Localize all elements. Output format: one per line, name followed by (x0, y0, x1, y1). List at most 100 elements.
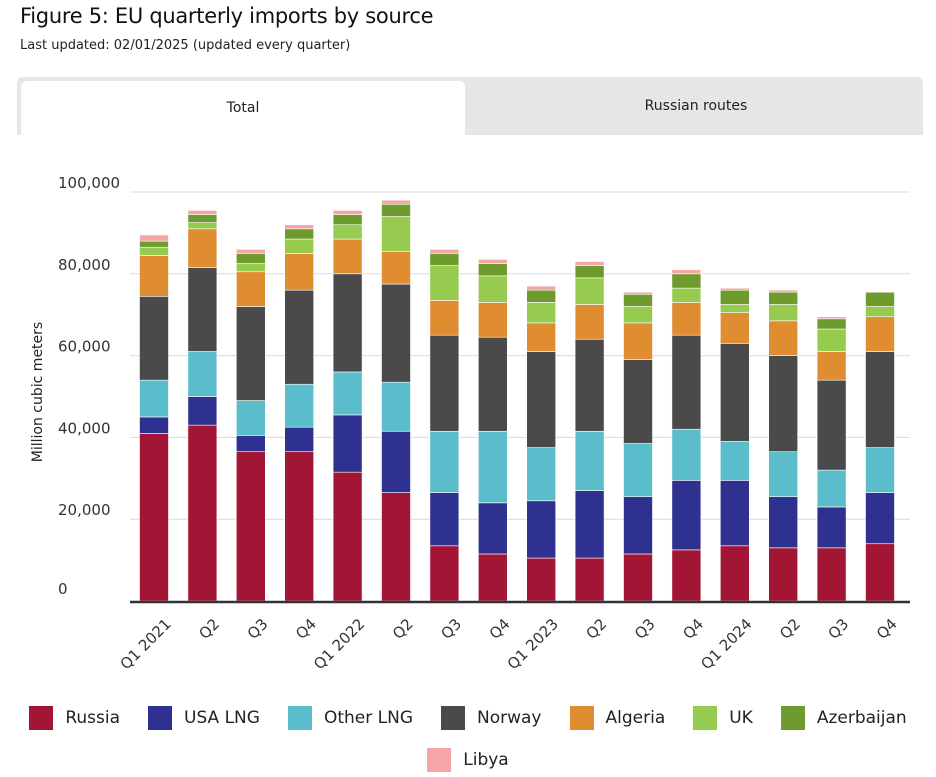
bar-segment-usa-lng[interactable] (332, 414, 363, 473)
bar-segment-russia[interactable] (671, 549, 702, 602)
bar-segment-norway[interactable] (236, 306, 266, 401)
bar-segment-other-lng[interactable] (381, 381, 411, 432)
legend-item-usa-lng[interactable]: USA LNG (148, 706, 260, 730)
bar-segment-other-lng[interactable] (768, 451, 799, 498)
bar-segment-usa-lng[interactable] (284, 426, 315, 453)
bar-segment-other-lng[interactable] (719, 441, 750, 481)
bar-segment-libya[interactable] (574, 261, 605, 266)
bar-segment-usa-lng[interactable] (671, 480, 702, 551)
bar-segment-usa-lng[interactable] (381, 430, 411, 493)
bar-segment-uk[interactable] (332, 224, 363, 240)
bar-segment-norway[interactable] (671, 334, 702, 430)
bar-segment-other-lng[interactable] (284, 383, 315, 428)
bar-segment-other-lng[interactable] (236, 400, 266, 436)
legend-item-libya[interactable]: Libya (427, 748, 509, 772)
bar-segment-algeria[interactable] (236, 271, 266, 307)
bar-segment-usa-lng[interactable] (526, 500, 557, 559)
bar-segment-usa-lng[interactable] (719, 480, 750, 547)
bar-segment-other-lng[interactable] (526, 447, 557, 502)
bar-segment-libya[interactable] (284, 224, 315, 230)
legend-item-other-lng[interactable]: Other LNG (287, 706, 413, 730)
bar-segment-azerbaijan[interactable] (623, 293, 653, 307)
bar-segment-uk[interactable] (623, 306, 653, 324)
bar-segment-azerbaijan[interactable] (574, 265, 605, 279)
bar-segment-norway[interactable] (187, 267, 218, 352)
bar-segment-libya[interactable] (623, 291, 653, 295)
bar-segment-norway[interactable] (768, 355, 799, 453)
bar-segment-usa-lng[interactable] (623, 496, 653, 555)
bar-segment-norway[interactable] (865, 351, 895, 448)
bar-segment-norway[interactable] (623, 359, 653, 444)
bar-segment-russia[interactable] (429, 545, 460, 602)
bar-segment-libya[interactable] (719, 287, 750, 291)
bar-segment-algeria[interactable] (865, 316, 895, 352)
bar-segment-other-lng[interactable] (477, 430, 508, 504)
bar-segment-libya[interactable] (429, 248, 460, 254)
bar-segment-azerbaijan[interactable] (477, 263, 508, 277)
bar-segment-norway[interactable] (816, 379, 847, 471)
bar-segment-other-lng[interactable] (623, 443, 653, 498)
legend-item-norway[interactable]: Norway (441, 706, 542, 730)
bar-segment-norway[interactable] (332, 273, 363, 373)
bar-segment-usa-lng[interactable] (768, 496, 799, 549)
bar-segment-other-lng[interactable] (187, 351, 218, 397)
bar-segment-uk[interactable] (381, 216, 411, 252)
bar-segment-azerbaijan[interactable] (816, 318, 847, 330)
bar-segment-norway[interactable] (719, 343, 750, 442)
bar-segment-algeria[interactable] (574, 304, 605, 340)
bar-segment-other-lng[interactable] (816, 469, 847, 508)
bar-segment-russia[interactable] (526, 557, 557, 602)
bar-segment-norway[interactable] (381, 283, 411, 383)
bar-segment-uk[interactable] (526, 302, 557, 324)
bar-segment-other-lng[interactable] (574, 430, 605, 491)
bar-segment-algeria[interactable] (768, 320, 799, 356)
bar-segment-uk[interactable] (236, 263, 266, 273)
bar-segment-norway[interactable] (429, 334, 460, 432)
bar-segment-usa-lng[interactable] (187, 396, 218, 426)
bar-segment-russia[interactable] (623, 553, 653, 602)
bar-segment-libya[interactable] (816, 316, 847, 320)
bar-segment-algeria[interactable] (623, 322, 653, 360)
bar-segment-uk[interactable] (187, 222, 218, 230)
bar-segment-algeria[interactable] (429, 300, 460, 336)
bar-segment-libya[interactable] (381, 199, 411, 205)
bar-segment-uk[interactable] (284, 238, 315, 254)
bar-segment-azerbaijan[interactable] (236, 253, 266, 264)
bar-segment-russia[interactable] (574, 557, 605, 602)
tab-russian-routes[interactable]: Russian routes (644, 98, 748, 114)
bar-segment-algeria[interactable] (719, 312, 750, 344)
bar-segment-libya[interactable] (332, 210, 363, 215)
bar-segment-libya[interactable] (139, 234, 169, 242)
bar-segment-azerbaijan[interactable] (187, 214, 218, 223)
bar-segment-russia[interactable] (284, 451, 315, 602)
bar-segment-russia[interactable] (477, 553, 508, 602)
bar-segment-russia[interactable] (768, 547, 799, 602)
legend-item-azerbaijan[interactable]: Azerbaijan (780, 706, 907, 730)
bar-segment-uk[interactable] (429, 265, 460, 301)
bar-segment-norway[interactable] (139, 295, 169, 381)
bar-segment-azerbaijan[interactable] (768, 291, 799, 305)
bar-segment-algeria[interactable] (477, 302, 508, 338)
bar-segment-uk[interactable] (574, 277, 605, 305)
bar-segment-azerbaijan[interactable] (429, 253, 460, 266)
bar-segment-russia[interactable] (236, 451, 266, 602)
bar-segment-azerbaijan[interactable] (671, 273, 702, 289)
bar-segment-azerbaijan[interactable] (381, 203, 411, 217)
bar-segment-uk[interactable] (719, 304, 750, 313)
bar-segment-azerbaijan[interactable] (719, 289, 750, 305)
bar-segment-libya[interactable] (236, 248, 266, 254)
bar-segment-usa-lng[interactable] (236, 435, 266, 453)
bar-segment-russia[interactable] (332, 471, 363, 602)
bar-segment-other-lng[interactable] (332, 371, 363, 416)
bar-segment-uk[interactable] (477, 275, 508, 303)
bar-segment-russia[interactable] (139, 433, 169, 602)
bar-segment-libya[interactable] (526, 285, 557, 291)
bar-segment-usa-lng[interactable] (574, 490, 605, 559)
bar-segment-algeria[interactable] (526, 322, 557, 352)
bar-segment-russia[interactable] (719, 545, 750, 602)
bar-segment-azerbaijan[interactable] (526, 289, 557, 303)
bar-segment-norway[interactable] (526, 351, 557, 448)
bar-segment-other-lng[interactable] (671, 428, 702, 481)
bar-segment-algeria[interactable] (139, 255, 169, 297)
bar-segment-norway[interactable] (284, 289, 315, 385)
